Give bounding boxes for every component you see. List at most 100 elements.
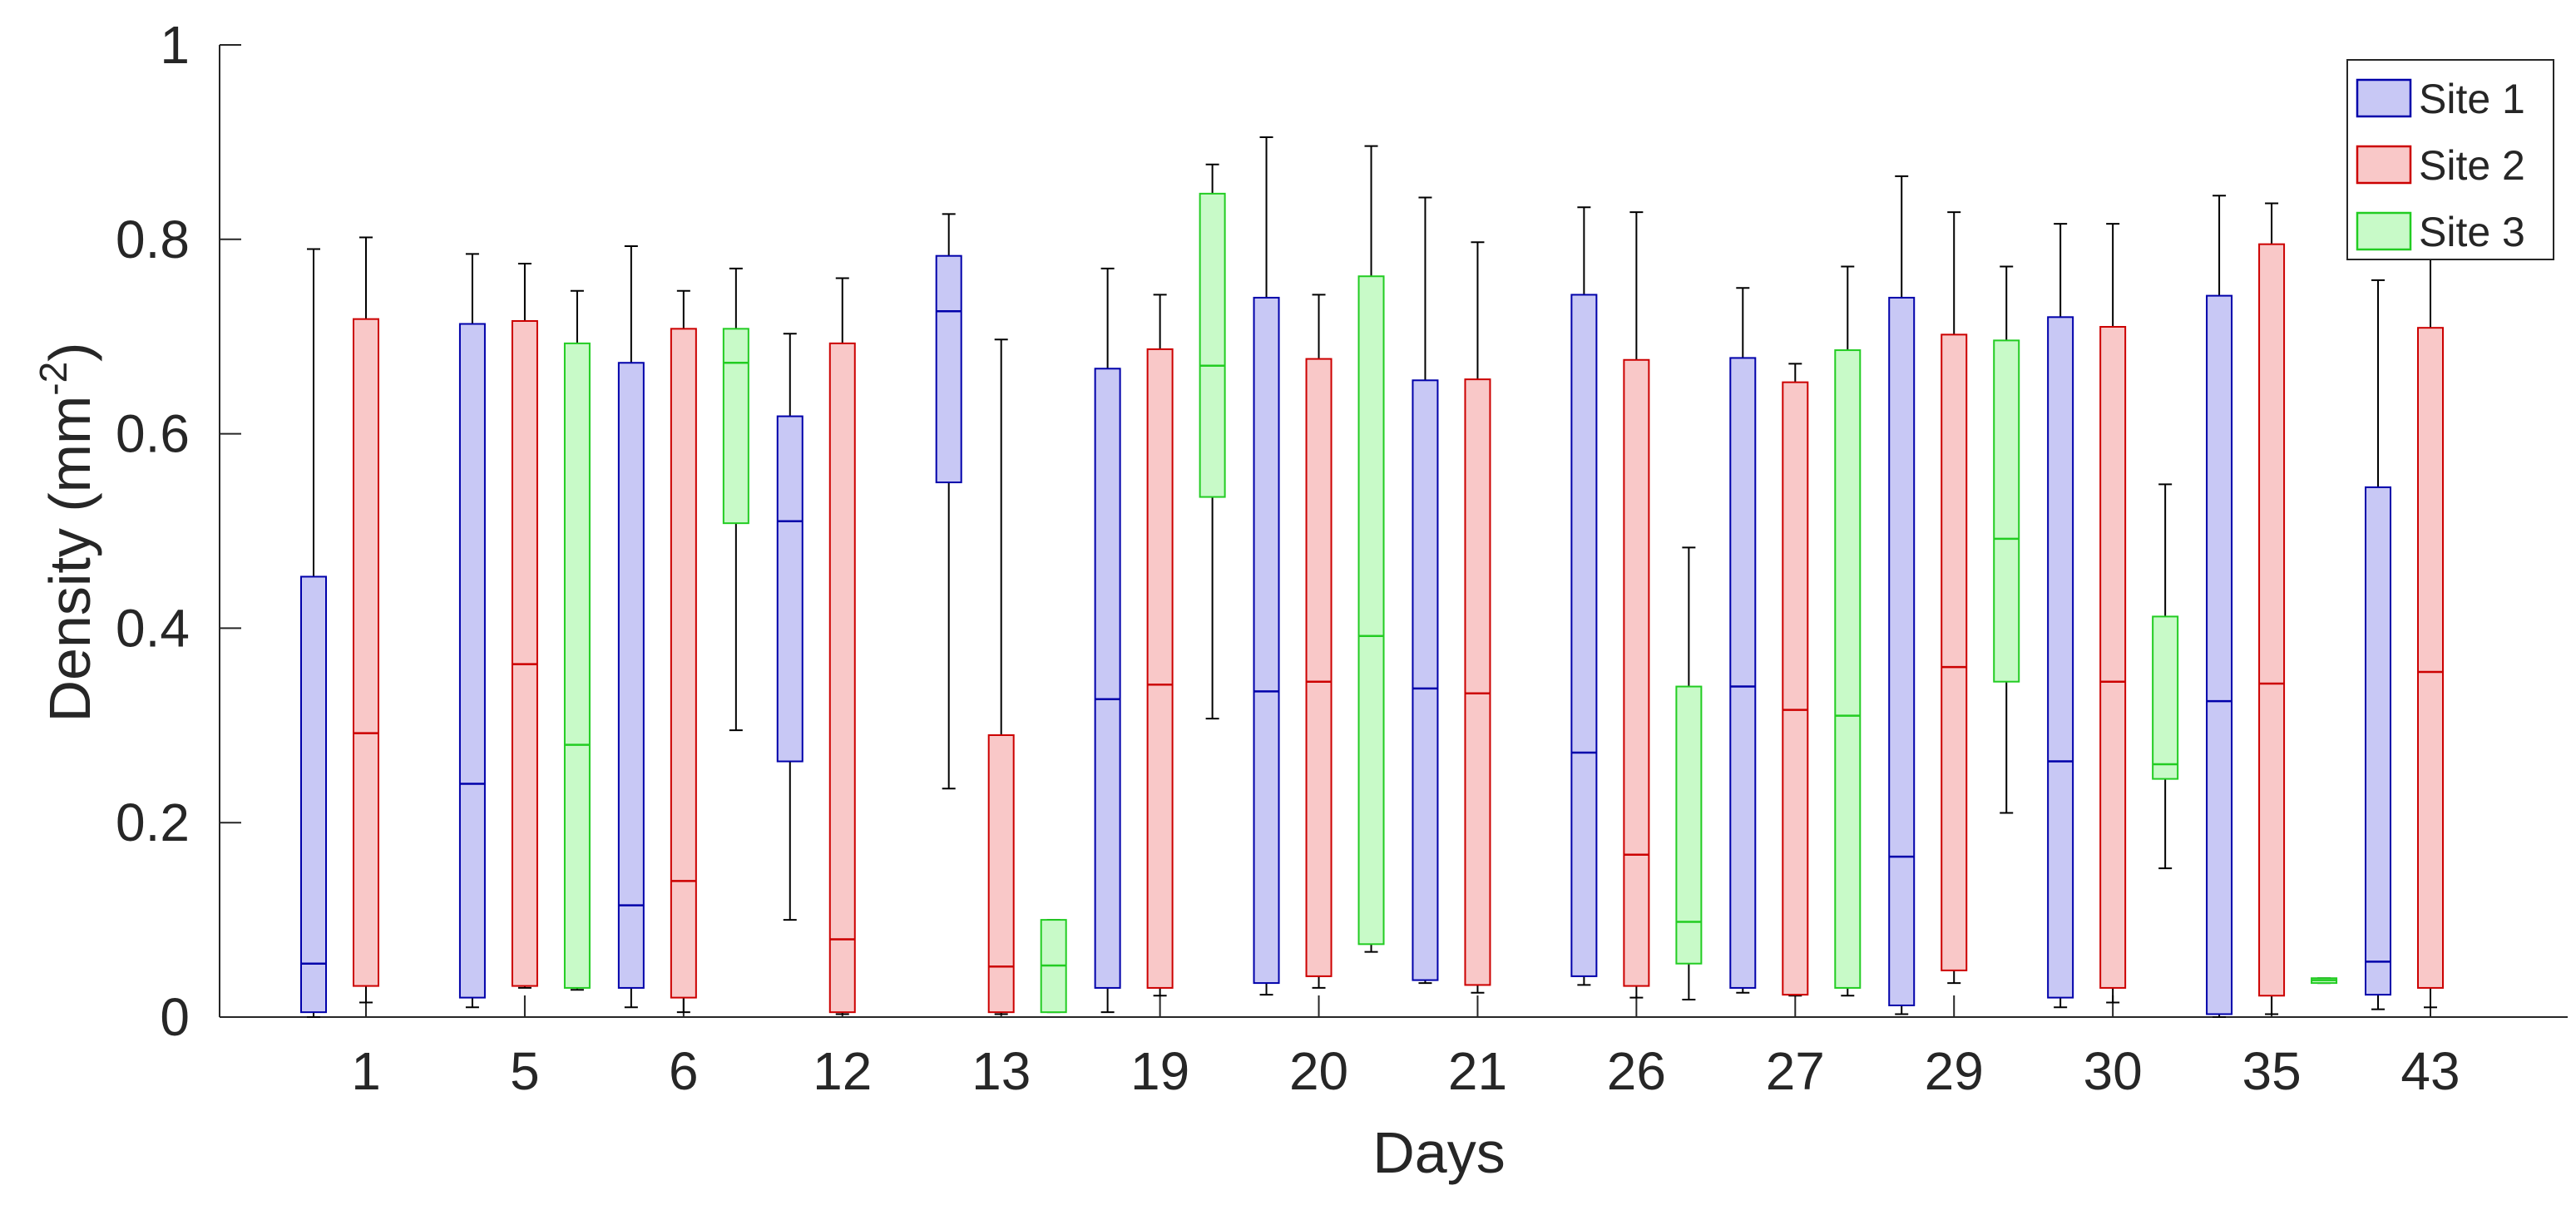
x-tick-label: 43: [2400, 1041, 2460, 1101]
box-site-3-day-19: [1199, 163, 1226, 720]
iqr-box: [1146, 348, 1174, 989]
y-tick-label: 1: [160, 15, 190, 75]
iqr-box: [2047, 316, 2074, 999]
y-axis-title-superscript: -2: [32, 362, 75, 396]
box-site-3-day-13: [1040, 919, 1067, 1014]
iqr-box: [1357, 275, 1385, 946]
y-tick-label: 0.2: [116, 793, 190, 852]
iqr-box: [1094, 368, 1121, 989]
iqr-box: [1464, 378, 1491, 986]
box-site-2-day-43: [2417, 238, 2444, 1009]
iqr-box: [1570, 294, 1598, 977]
iqr-box: [987, 733, 1015, 1014]
series-2-boxes: [353, 202, 2444, 1015]
box-site-3-day-29: [1993, 265, 2020, 814]
x-axis-ticks: 1 5 6 12 13 19 20 21 26 27 29 30 35 43: [351, 995, 2460, 1101]
box-site-2-day-35: [2258, 202, 2286, 1015]
box-series-group: [300, 136, 2444, 1018]
iqr-box: [1253, 296, 1280, 985]
legend: Site 1 Site 2 Site 3: [2346, 59, 2554, 260]
box-site-1-day-6: [617, 244, 645, 1009]
iqr-box: [2258, 243, 2286, 997]
iqr-box: [1305, 358, 1332, 977]
iqr-box: [1782, 381, 1809, 996]
y-tick-label: 0.4: [116, 598, 190, 658]
box-site-1-day-43: [2365, 279, 2391, 1010]
box-site-1-day-29: [1888, 175, 1916, 1015]
box-site-2-day-30: [2099, 223, 2127, 1004]
box-site-2-day-5: [511, 263, 538, 989]
y-axis-ticks: 0 0.2 0.4 0.6 0.8 1: [116, 15, 241, 1047]
x-tick-label: 29: [1925, 1041, 1984, 1101]
iqr-box: [300, 575, 327, 1014]
box-site-3-day-27: [1834, 265, 1862, 997]
iqr-box: [1834, 349, 1862, 989]
iqr-box: [563, 342, 591, 989]
box-site-2-day-27: [1782, 363, 1809, 997]
iqr-box: [458, 323, 486, 999]
box-site-3-day-6: [722, 267, 749, 732]
y-tick-label: 0: [160, 987, 190, 1047]
x-tick-label: 26: [1607, 1041, 1666, 1101]
box-site-1-day-26: [1570, 206, 1598, 986]
box-site-1-day-5: [458, 253, 486, 1009]
y-axis-title: Density (mm-2): [32, 342, 102, 722]
x-tick-label: 21: [1448, 1041, 1507, 1101]
x-tick-label: 27: [1766, 1041, 1825, 1101]
iqr-box: [1888, 296, 1916, 1006]
iqr-box: [1412, 379, 1439, 981]
iqr-box: [2365, 486, 2391, 996]
iqr-box: [1675, 685, 1703, 965]
box-site-3-day-5: [563, 289, 591, 991]
series-3-boxes: [563, 145, 2338, 1014]
iqr-box: [828, 342, 856, 1014]
box-site-1-day-12: [776, 333, 803, 921]
box-site-1-day-1: [300, 248, 327, 1018]
series-1-boxes: [300, 136, 2391, 1018]
y-tick-label: 0.8: [116, 210, 190, 269]
box-site-1-day-20: [1253, 136, 1280, 996]
legend-swatch: [2356, 145, 2412, 185]
legend-label: Site 1: [2419, 76, 2525, 122]
box-site-3-day-30: [2152, 483, 2179, 870]
legend-label: Site 3: [2419, 209, 2525, 255]
box-site-2-day-12: [828, 277, 856, 1015]
iqr-box: [1941, 333, 1968, 971]
plot-area: [219, 45, 2568, 1018]
x-tick-label: 6: [669, 1041, 699, 1101]
box-site-1-day-35: [2206, 195, 2233, 1018]
iqr-box: [776, 415, 803, 763]
box-site-3-day-20: [1357, 145, 1385, 953]
legend-entry-3: Site 3: [2356, 209, 2525, 255]
box-site-2-day-21: [1464, 241, 1491, 994]
iqr-box: [2417, 327, 2444, 989]
iqr-box: [2099, 326, 2127, 989]
iqr-box: [722, 328, 749, 525]
x-tick-label: 19: [1130, 1041, 1189, 1101]
iqr-box: [1993, 339, 2020, 683]
iqr-box: [1729, 357, 1757, 989]
box-site-1-day-19: [1094, 267, 1121, 1014]
box-site-3-day-35: [2311, 977, 2338, 985]
box-site-1-day-21: [1412, 196, 1439, 985]
legend-swatch: [2356, 78, 2412, 118]
y-tick-label: 0.6: [116, 404, 190, 464]
box-site-2-day-6: [670, 289, 697, 1014]
iqr-box: [1199, 192, 1226, 498]
x-tick-label: 13: [972, 1041, 1031, 1101]
x-tick-label: 12: [813, 1041, 872, 1101]
iqr-box: [2206, 294, 2233, 1015]
box-site-2-day-29: [1941, 211, 1968, 985]
box-site-2-day-26: [1623, 211, 1650, 999]
iqr-box: [935, 254, 962, 484]
box-site-1-day-30: [2047, 223, 2074, 1009]
y-axis-title-close: ): [37, 342, 102, 361]
box-site-1-day-27: [1729, 287, 1757, 994]
x-tick-label: 30: [2084, 1041, 2143, 1101]
box-site-2-day-20: [1305, 294, 1332, 989]
box-site-2-day-13: [987, 338, 1015, 1015]
iqr-box: [511, 319, 538, 987]
box-site-2-day-19: [1146, 294, 1174, 997]
legend-entry-2: Site 2: [2356, 142, 2525, 189]
